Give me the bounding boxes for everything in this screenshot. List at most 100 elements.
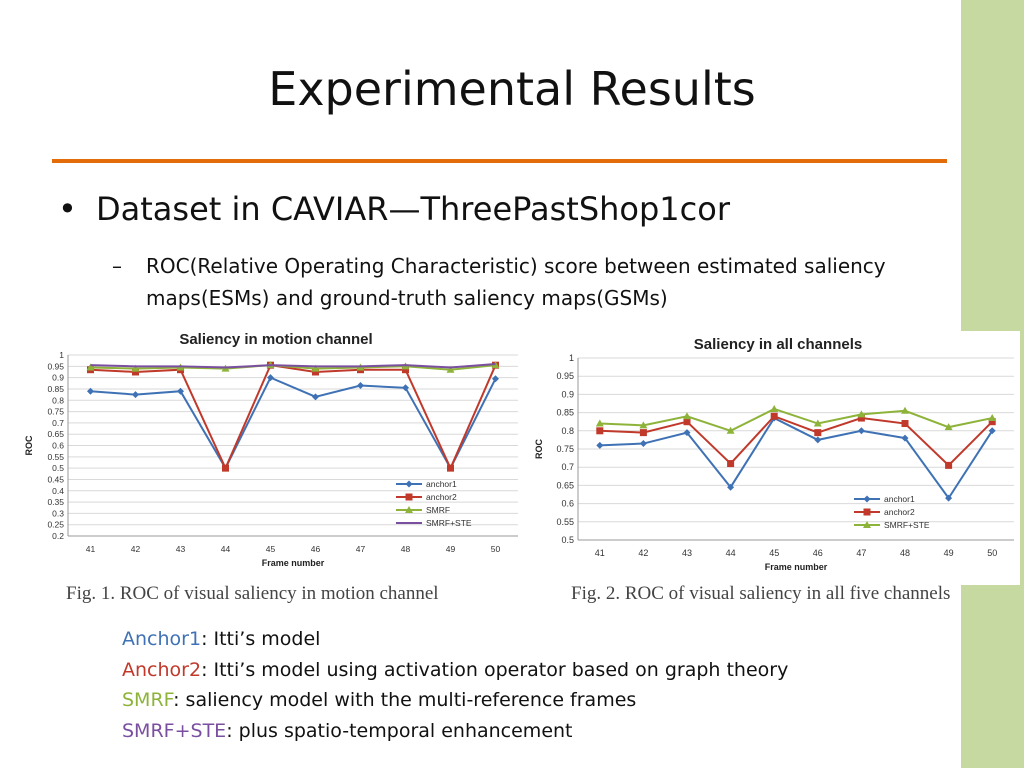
legend-desc-smrf: : saliency model with the multi-referenc… [173, 689, 637, 711]
chart2-series-anchor1-point [988, 427, 996, 435]
chart1-xtick-label: 48 [401, 544, 411, 554]
chart1-series-anchor1-point [492, 375, 499, 383]
chart2-xlabel: Frame number [765, 562, 828, 572]
chart1-series-smrf-point [446, 365, 455, 373]
chart1-ytick-label: 0.55 [47, 452, 64, 462]
chart1-ytick-label: 0.6 [52, 441, 64, 451]
chart1-series-anchor2-point [312, 368, 319, 376]
chart1-xtick-label: 41 [86, 544, 96, 554]
chart2-xtick-label: 50 [987, 548, 997, 558]
chart2-xtick-label: 47 [856, 548, 866, 558]
chart1-series-anchor2-point [402, 366, 409, 374]
chart1-ytick-label: 0.65 [47, 429, 64, 439]
sub-bullet-dash: – [112, 254, 122, 278]
chart2-series-smrf-ste-point [726, 426, 735, 434]
legend-desc-anchor2: : Itti’s model using activation operator… [201, 658, 789, 681]
title-divider [52, 159, 947, 163]
chart1-series-anchor1-point [402, 384, 409, 392]
legend-desc-anchor1: : Itti’s model [201, 628, 321, 650]
legend-row-anchor1: Anchor1: Itti’s model [122, 624, 788, 655]
chart2-series-anchor2-point [988, 418, 996, 426]
chart1-series-anchor1-line [90, 376, 497, 471]
chart1-series-anchor2-point [132, 368, 139, 376]
chart1-ytick-label: 0.8 [52, 395, 64, 405]
chart2-legend-anchor1-marker [863, 495, 871, 503]
chart1-legend-smrf-label: SMRF [426, 505, 450, 515]
all-channels-chart: Saliency in all channels 0.5 0.55 0.6 0.65 0.… [522, 331, 1020, 585]
chart1-ytick-label: 0.35 [47, 497, 64, 507]
chart2-legend-smrf-ste-marker [863, 521, 871, 528]
chart2-legend-anchor1-label: anchor1 [884, 494, 915, 504]
chart2-ytick-label: 0.9 [561, 389, 574, 399]
chart1-ytick-label: 0.25 [47, 520, 64, 530]
chart1-ytick-label: 0.95 [47, 361, 64, 371]
chart1-ylabel: ROC [24, 435, 34, 456]
chart2-ytick-label: 0.55 [556, 517, 574, 527]
chart1-ytick-label: 0.45 [47, 474, 64, 484]
chart2-xtick-label: 46 [813, 548, 823, 558]
chart2-series-anchor1-point [683, 429, 691, 437]
chart2-series-anchor1-point [596, 441, 604, 449]
legend-name-anchor1: Anchor1 [122, 628, 202, 650]
chart1-ytick-label: 0.75 [47, 407, 64, 417]
chart1-ytick-label: 0.9 [52, 373, 64, 383]
chart2-series-anchor2-point [683, 418, 691, 426]
chart1-series-smrf-point [86, 363, 95, 371]
chart1-ytick-label: 0.5 [52, 463, 64, 473]
legend-row-smrf: SMRF: saliency model with the multi-refe… [122, 685, 788, 716]
chart2-ytick-label: 0.65 [556, 480, 574, 490]
chart2-series-anchor2-line [599, 415, 993, 467]
chart2-xtick-label: 49 [944, 548, 954, 558]
chart1-series-anchor1-point [87, 387, 94, 395]
chart2-series-anchor1-point [901, 434, 909, 442]
chart2-xtick-label: 45 [769, 548, 779, 558]
chart2-ylabel: ROC [534, 439, 544, 460]
chart1-title: Saliency in motion channel [179, 331, 372, 348]
chart2-xtick-label: 41 [595, 548, 605, 558]
chart1-xtick-label: 42 [131, 544, 141, 554]
figure-1-caption: Fig. 1. ROC of visual saliency in motion… [66, 583, 439, 604]
chart2-legend-anchor2-label: anchor2 [884, 507, 915, 517]
legend-row-anchor2: Anchor2: Itti’s model using activation o… [122, 655, 788, 686]
chart2-series-anchor2-point [596, 427, 604, 435]
chart2-series-anchor2-point [945, 461, 953, 469]
chart1-series-anchor1-point [132, 391, 139, 399]
chart2-series-anchor2-point [770, 412, 778, 420]
chart2-legend-smrf-ste-label: SMRF+STE [884, 520, 930, 530]
figure-2-caption: Fig. 2. ROC of visual saliency in all fi… [571, 583, 951, 604]
chart1-series-anchor1-point [267, 374, 274, 382]
chart1-series-anchor1-point [357, 382, 364, 390]
chart1-xtick-label: 44 [221, 544, 231, 554]
chart2-ytick-label: 0.7 [561, 462, 574, 472]
chart2-xtick-label: 48 [900, 548, 910, 558]
chart2-series-smrf-ste-point [988, 414, 997, 422]
chart1-series-anchor2-line [90, 364, 497, 471]
chart2-xtick-label: 42 [638, 548, 648, 558]
model-legend: Anchor1: Itti’s model Anchor2: Itti’s mo… [122, 624, 788, 746]
legend-desc-smrf-ste: : plus spatio-temporal enhancement [226, 719, 573, 742]
chart2-xtick-label: 44 [726, 548, 736, 558]
sub-bullet: – ROC(Relative Operating Characteristic)… [112, 250, 932, 314]
main-bullet: • Dataset in CAVIAR—ThreePastShop1cor [58, 190, 730, 228]
chart2-series-smrf-ste-line [599, 407, 993, 432]
chart1-legend-anchor1-marker [405, 480, 413, 488]
motion-channel-chart-svg: Saliency in motion channel 0.20.25 0.30.35… [24, 331, 518, 568]
chart1-series-smrf-point [131, 364, 140, 372]
chart2-series-smrf-ste-point [770, 404, 779, 412]
bullet-symbol: • [58, 190, 77, 228]
legend-name-anchor2: Anchor2 [122, 658, 202, 681]
chart2-ytick-label: 0.5 [561, 535, 574, 545]
chart2-ytick-label: 0.8 [561, 426, 574, 436]
chart2-series-anchor1-point [727, 483, 735, 491]
chart1-series-anchor2-point [447, 464, 454, 472]
legend-name-smrf-ste: SMRF+STE [122, 719, 227, 742]
motion-channel-chart: Saliency in motion channel 0.2 0.25 0.3 0.35… [8, 322, 522, 580]
chart2-title: Saliency in all channels [694, 336, 862, 353]
chart2-series-anchor2-point [727, 460, 735, 468]
chart2-series-smrf-ste-point [813, 419, 822, 427]
legend-name-smrf: SMRF [122, 689, 174, 711]
chart1-ytick-label: 0.85 [47, 384, 64, 394]
sub-bullet-text: ROC(Relative Operating Characteristic) s… [146, 254, 886, 310]
chart1-series-anchor2-point [222, 464, 229, 472]
chart1-legend-smrf-marker [405, 506, 413, 513]
